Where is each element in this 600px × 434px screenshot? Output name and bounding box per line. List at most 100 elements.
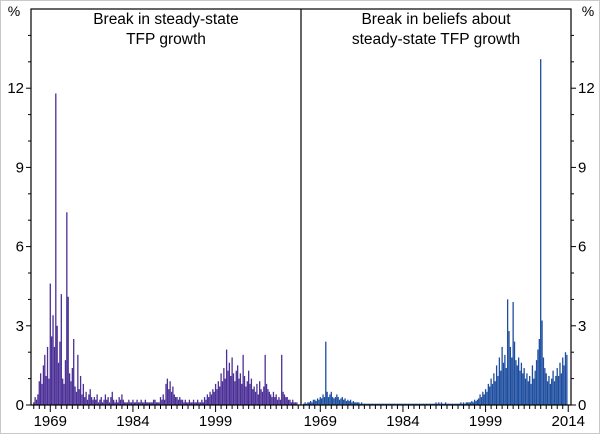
bar [469, 402, 472, 405]
bar [421, 403, 423, 405]
bar [126, 402, 129, 405]
right-percent-label: % [581, 3, 595, 19]
bar [67, 296, 69, 405]
bar [146, 402, 148, 405]
bar [179, 397, 181, 405]
bar [231, 357, 233, 405]
bar [439, 403, 441, 405]
bar [66, 212, 68, 405]
y-tick-label-right: 12 [578, 80, 595, 97]
bar [562, 357, 564, 405]
bar [435, 402, 437, 405]
bar [402, 403, 404, 405]
bar [392, 403, 394, 405]
bar [232, 373, 235, 405]
bar [44, 354, 46, 405]
bar [188, 399, 191, 405]
bar [523, 368, 525, 405]
bar [223, 368, 225, 405]
bar [141, 402, 144, 405]
bar [130, 402, 133, 405]
bar [457, 403, 459, 405]
bar [501, 346, 503, 405]
x-tick-label: 2014 [552, 413, 585, 430]
bar [279, 399, 281, 405]
bar [515, 360, 517, 405]
bar [227, 370, 229, 405]
x-tick-label: 1999 [199, 413, 232, 430]
bar [157, 402, 159, 405]
bar [442, 403, 444, 405]
right-x-ticks [303, 405, 569, 412]
bar [136, 399, 138, 405]
bar [416, 403, 418, 405]
bar [148, 402, 151, 405]
bar [147, 402, 149, 405]
bar [371, 403, 374, 405]
bar [230, 375, 232, 405]
bar [413, 403, 415, 405]
bar [462, 402, 465, 405]
bar [39, 373, 42, 405]
bar [318, 399, 320, 405]
y-tick-label-left: 0 [16, 397, 24, 414]
bar [314, 399, 316, 405]
bar [254, 391, 257, 405]
bar [209, 391, 211, 405]
bar [135, 402, 137, 405]
bar [487, 383, 489, 405]
bar [564, 352, 567, 405]
y-tick-label-right: 9 [578, 159, 586, 176]
right-panel-title-line2: steady-state TFP growth [351, 31, 521, 49]
bar [151, 402, 153, 405]
bar [162, 394, 164, 405]
bar [468, 402, 470, 405]
bar [210, 394, 213, 405]
bar [169, 381, 171, 405]
bar [490, 378, 492, 405]
bar [478, 398, 480, 405]
bar [245, 386, 247, 405]
bar [363, 403, 366, 405]
bar [33, 402, 35, 405]
bar [41, 383, 43, 405]
bar [294, 402, 297, 405]
bar [520, 362, 523, 405]
bar [124, 402, 126, 405]
bar [257, 394, 259, 405]
bar [394, 403, 396, 405]
bar [79, 375, 82, 405]
bar [267, 389, 269, 405]
right-panel-bars [303, 59, 568, 405]
bar [555, 375, 557, 405]
bar [180, 399, 182, 405]
bar [384, 403, 386, 405]
bar [177, 399, 180, 405]
bar [411, 403, 414, 405]
bar [343, 399, 345, 405]
bar [59, 341, 61, 405]
bar [184, 399, 186, 405]
bar [197, 399, 199, 405]
bar [285, 397, 287, 405]
bar [49, 283, 51, 405]
bar [460, 402, 462, 405]
bar [406, 403, 408, 405]
bar [450, 403, 452, 405]
left-percent-label: % [7, 3, 21, 19]
bar [482, 391, 484, 405]
bar [345, 401, 348, 405]
bar [208, 397, 210, 405]
bar [552, 370, 554, 405]
bar [546, 381, 549, 405]
bar [111, 391, 113, 405]
bar [332, 397, 334, 405]
bar [557, 375, 560, 405]
bar [101, 402, 104, 405]
bar [443, 403, 445, 405]
bar [60, 294, 62, 405]
y-tick-label-left: 3 [16, 318, 24, 335]
bar [239, 373, 242, 405]
bar [118, 397, 120, 405]
bar [117, 402, 119, 405]
